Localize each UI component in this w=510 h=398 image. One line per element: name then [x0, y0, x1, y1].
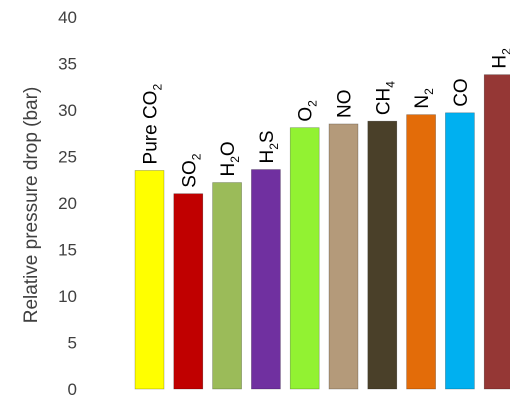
bar — [445, 112, 475, 390]
bar — [212, 182, 242, 390]
bar — [251, 169, 281, 390]
bar-label: SO2 — [179, 153, 203, 187]
y-axis-ticks: 0 5 10 15 20 25 30 35 40 — [58, 8, 77, 398]
bar — [328, 123, 359, 390]
bar-label: H2O — [218, 141, 242, 176]
y-tick-label: 0 — [68, 380, 77, 398]
bar-label: H2S — [257, 130, 281, 163]
bar-label: CH4 — [373, 81, 397, 115]
bar-labels: Pure CO2 SO2 H2O H2S O2 NO CH4 N2 CO H2 — [141, 48, 510, 188]
bar — [173, 193, 204, 390]
bar-label: CO — [451, 78, 472, 107]
bar — [406, 114, 436, 390]
bars — [134, 74, 510, 390]
y-tick-label: 20 — [58, 194, 77, 213]
y-tick-label: 5 — [68, 334, 77, 353]
bar — [367, 120, 398, 390]
bar — [483, 74, 510, 390]
y-tick-label: 25 — [58, 148, 77, 167]
y-tick-label: 35 — [58, 55, 77, 74]
bar-label: NO — [335, 89, 356, 118]
bar-label: N2 — [412, 88, 436, 109]
bar — [289, 127, 320, 390]
bar — [134, 170, 165, 390]
y-tick-label: 40 — [58, 8, 77, 27]
y-tick-label: 15 — [58, 241, 77, 260]
bar-label: O2 — [296, 100, 320, 122]
y-axis-label: Relative pressure drop (bar) — [21, 87, 42, 324]
bar-label: Pure CO2 — [141, 84, 165, 165]
y-tick-label: 30 — [58, 101, 77, 120]
bar-label: H2 — [490, 48, 510, 69]
y-tick-label: 10 — [58, 287, 77, 306]
